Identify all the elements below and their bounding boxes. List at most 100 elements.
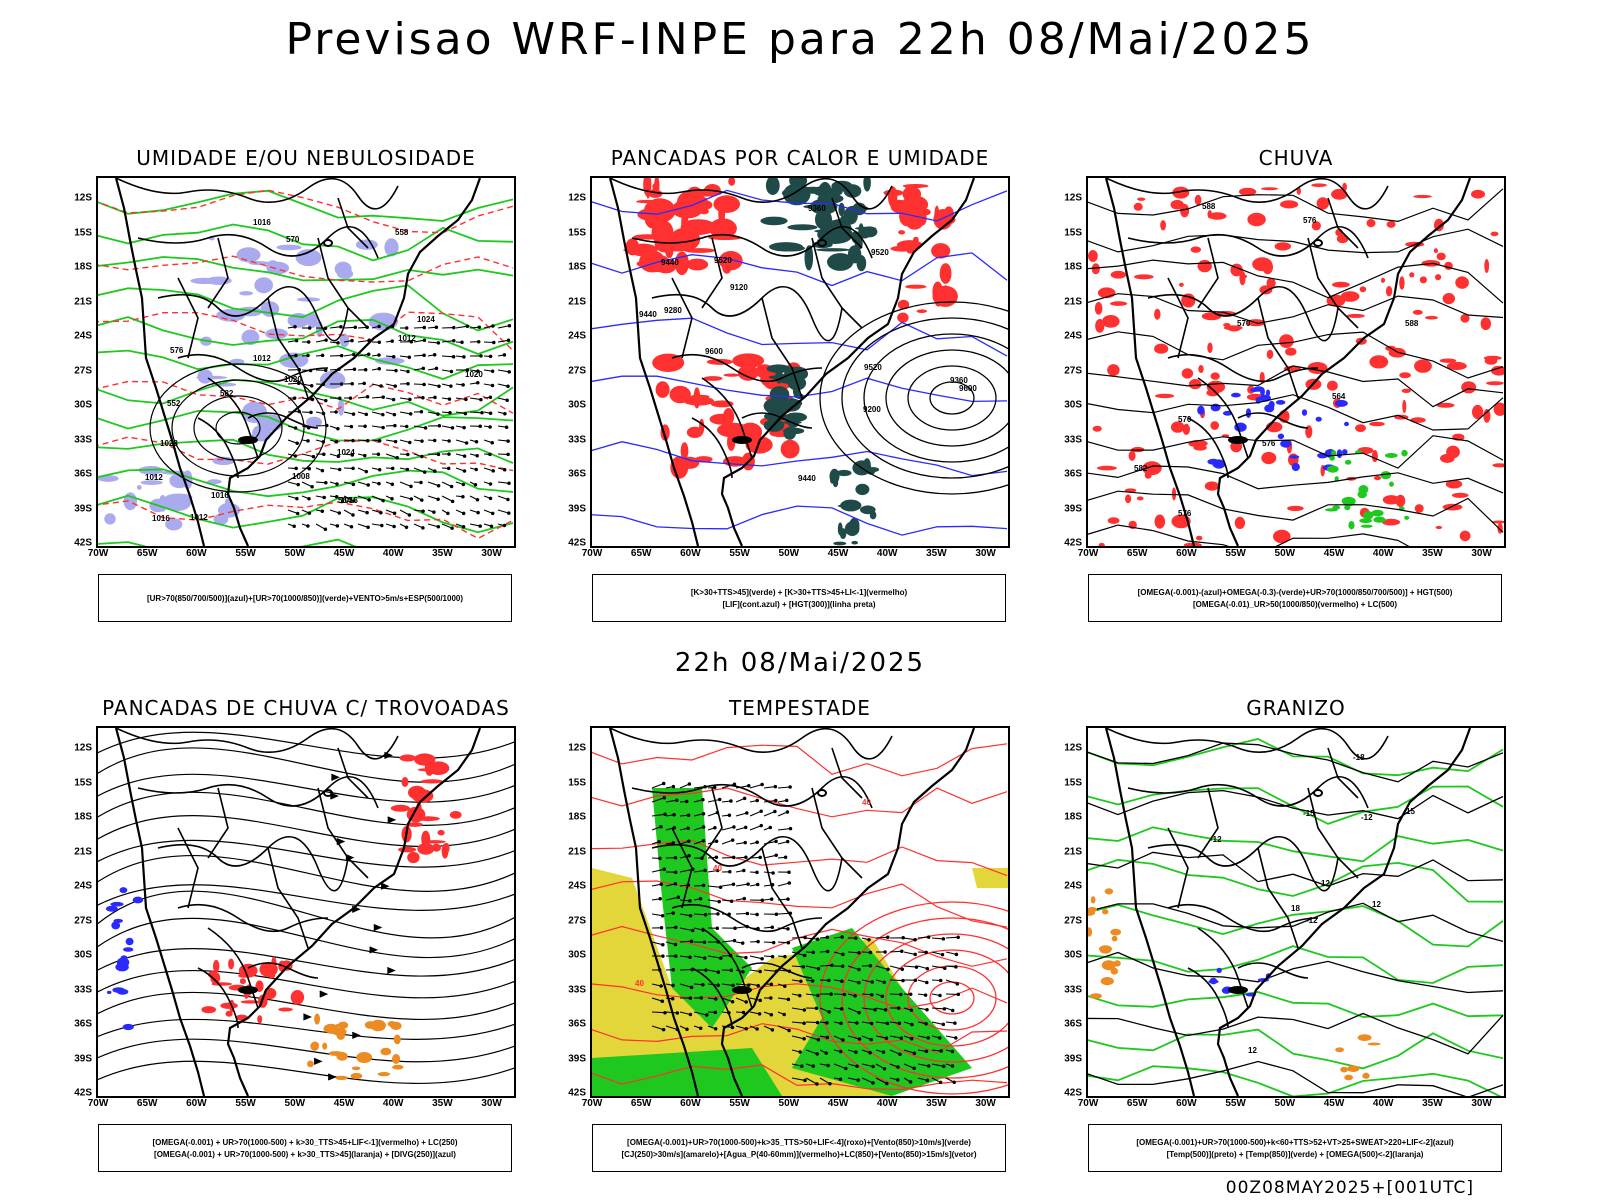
map-frame: -12 -12 -12 -15 -18 12 15 12 18 12 (1086, 726, 1506, 1098)
border-line (701, 927, 753, 1009)
map-frame: 9600 9520 9440 9360 9280 9200 9120 9600 9520 9520… (590, 176, 1010, 548)
map-svg: 9600 9520 9440 9360 9280 9200 9120 9600 9520 9520… (592, 178, 1008, 546)
contour-label: 9600 (705, 347, 723, 356)
panel-legend: [OMEGA(-0.001)-(azul)+OMEGA(-0.3)-(verde… (1088, 574, 1502, 622)
lat-tick-label: 27S (74, 915, 92, 926)
border-line (1327, 747, 1359, 799)
contour-label: 1024 (337, 448, 355, 457)
lat-tick-label: 12S (74, 742, 92, 754)
latitude-axis: 12S 15S 18S 21S 24S 27S 30S 33S 36S 39S 42S (60, 176, 94, 549)
border-line (177, 827, 199, 909)
lat-tick-label: 24S (74, 330, 92, 342)
contour-label: 570 (1178, 415, 1192, 424)
lat-tick-label: 21S (1064, 846, 1082, 857)
latitude-axis: 12S 15S 18S 21S 24S 27S 30S 33S 36S 39S 42S (1050, 176, 1084, 549)
lon-tick-label: 40W (876, 548, 898, 559)
lat-tick-label: 24S (1064, 330, 1082, 342)
lon-tick-label: 65W (1126, 1098, 1148, 1109)
basemap (1104, 728, 1472, 1096)
district-marker (817, 789, 827, 797)
border-line (671, 277, 693, 359)
lon-tick-label: 30W (481, 1098, 502, 1109)
contour-label: 1012 (190, 513, 208, 522)
lon-tick-label: 35W (926, 1098, 947, 1109)
lat-tick-label: 24S (74, 880, 92, 892)
contour-label: 582 (220, 389, 234, 398)
lon-tick-label: 45W (827, 1098, 849, 1109)
coastline (608, 728, 976, 1096)
lon-tick-label: 30W (975, 1098, 996, 1109)
contour-label: 9440 (798, 474, 816, 483)
border-line (1237, 962, 1309, 979)
contour-label: 564 (338, 496, 352, 505)
border-line (317, 237, 369, 329)
contour-label: 1012 (398, 334, 416, 343)
lat-tick-label: 12S (568, 742, 586, 754)
border-line (1187, 967, 1229, 1029)
legend-line: [OMEGA(-0.001)-(azul)+OMEGA(-0.3)-(verde… (1137, 587, 1453, 597)
map-svg: 40 40 40 (592, 728, 1008, 1096)
border-line (1257, 297, 1299, 399)
lat-tick-label: 39S (568, 1053, 586, 1064)
map-svg: 588 588 582 576 570 576 576 570 564 (1088, 178, 1504, 546)
border-line (1147, 286, 1339, 342)
lon-tick-label: 45W (1323, 1098, 1345, 1109)
border-line (609, 178, 893, 210)
border-line (1197, 927, 1249, 1009)
legend-line: [Temp(500)](preto) + [Temp(850)](verde) … (1166, 1149, 1424, 1159)
run-time-footer: 00Z08MAY2025+[001UTC] (1225, 1178, 1474, 1198)
basemap (608, 178, 976, 546)
lat-tick-label: 30S (74, 399, 92, 411)
lon-tick-label: 55W (729, 1098, 750, 1109)
lon-tick-label: 45W (1323, 548, 1345, 559)
border-line (1197, 377, 1249, 459)
omega-orange (1088, 888, 1122, 999)
lon-tick-label: 50W (284, 1098, 306, 1109)
lat-tick-label: 36S (74, 468, 92, 480)
lon-tick-label: 60W (186, 548, 207, 559)
contour-label: 9440 (661, 258, 679, 267)
district-marker (817, 239, 827, 247)
contour-label: 40 (862, 798, 871, 807)
instability-red-north (623, 178, 743, 276)
rain-red (1088, 182, 1504, 546)
border-line (1127, 226, 1369, 259)
contour-label: 570 (286, 235, 300, 244)
lat-tick-label: 21S (568, 296, 586, 307)
border-line (831, 747, 863, 799)
contour-label: 576 (1178, 509, 1192, 518)
legend-line: [K>30+TTS>45](verde) + [K>30+TTS>45+LI<-… (690, 587, 908, 597)
legend-line: [OMEGA(-0.001)+UR>70(1000-500)+k<60+TTS>… (1136, 1137, 1454, 1147)
contour-label: 9200 (863, 405, 881, 414)
border-line (1237, 412, 1309, 429)
border-line (701, 787, 723, 859)
lat-tick-label: 39S (1064, 503, 1082, 514)
district-marker (323, 789, 333, 797)
border-line (761, 297, 803, 399)
panel-legend: [K>30+TTS>45](verde) + [K>30+TTS>45+LI<-… (592, 574, 1006, 622)
lat-tick-label: 33S (568, 984, 586, 995)
legend-line: [LIF](cont.azul) + [HGT(300)](linha pret… (722, 599, 876, 609)
lat-tick-label: 18S (568, 261, 586, 273)
wind-vectors (287, 323, 512, 532)
coastline (608, 178, 976, 546)
lat-tick-label: 27S (1064, 365, 1082, 376)
border-line (267, 847, 309, 949)
border-line (267, 297, 309, 399)
lat-tick-label: 36S (74, 1018, 92, 1030)
border-line (207, 787, 229, 859)
lat-tick-label: 24S (568, 880, 586, 892)
lon-tick-label: 60W (1176, 1098, 1197, 1109)
lat-tick-label: 42S (74, 1087, 92, 1099)
lat-tick-label: 12S (1064, 742, 1082, 754)
lon-tick-label: 35W (1422, 1098, 1443, 1109)
lat-tick-label: 30S (1064, 949, 1082, 961)
longitude-axis: 70W 65W 60W 55W 50W 45W 40W 35W 30W (1078, 1098, 1506, 1112)
border-line (741, 962, 813, 979)
border-line (197, 967, 239, 1029)
contour-labels: 1016 1016 1012 1016 1016 1020 1020 1024 1012 1008… (145, 218, 483, 523)
lon-tick-label: 55W (1225, 548, 1246, 559)
contour-label: 576 (1262, 439, 1276, 448)
contour-label: 1012 (145, 473, 163, 482)
lifted-index-contours (592, 189, 1008, 536)
